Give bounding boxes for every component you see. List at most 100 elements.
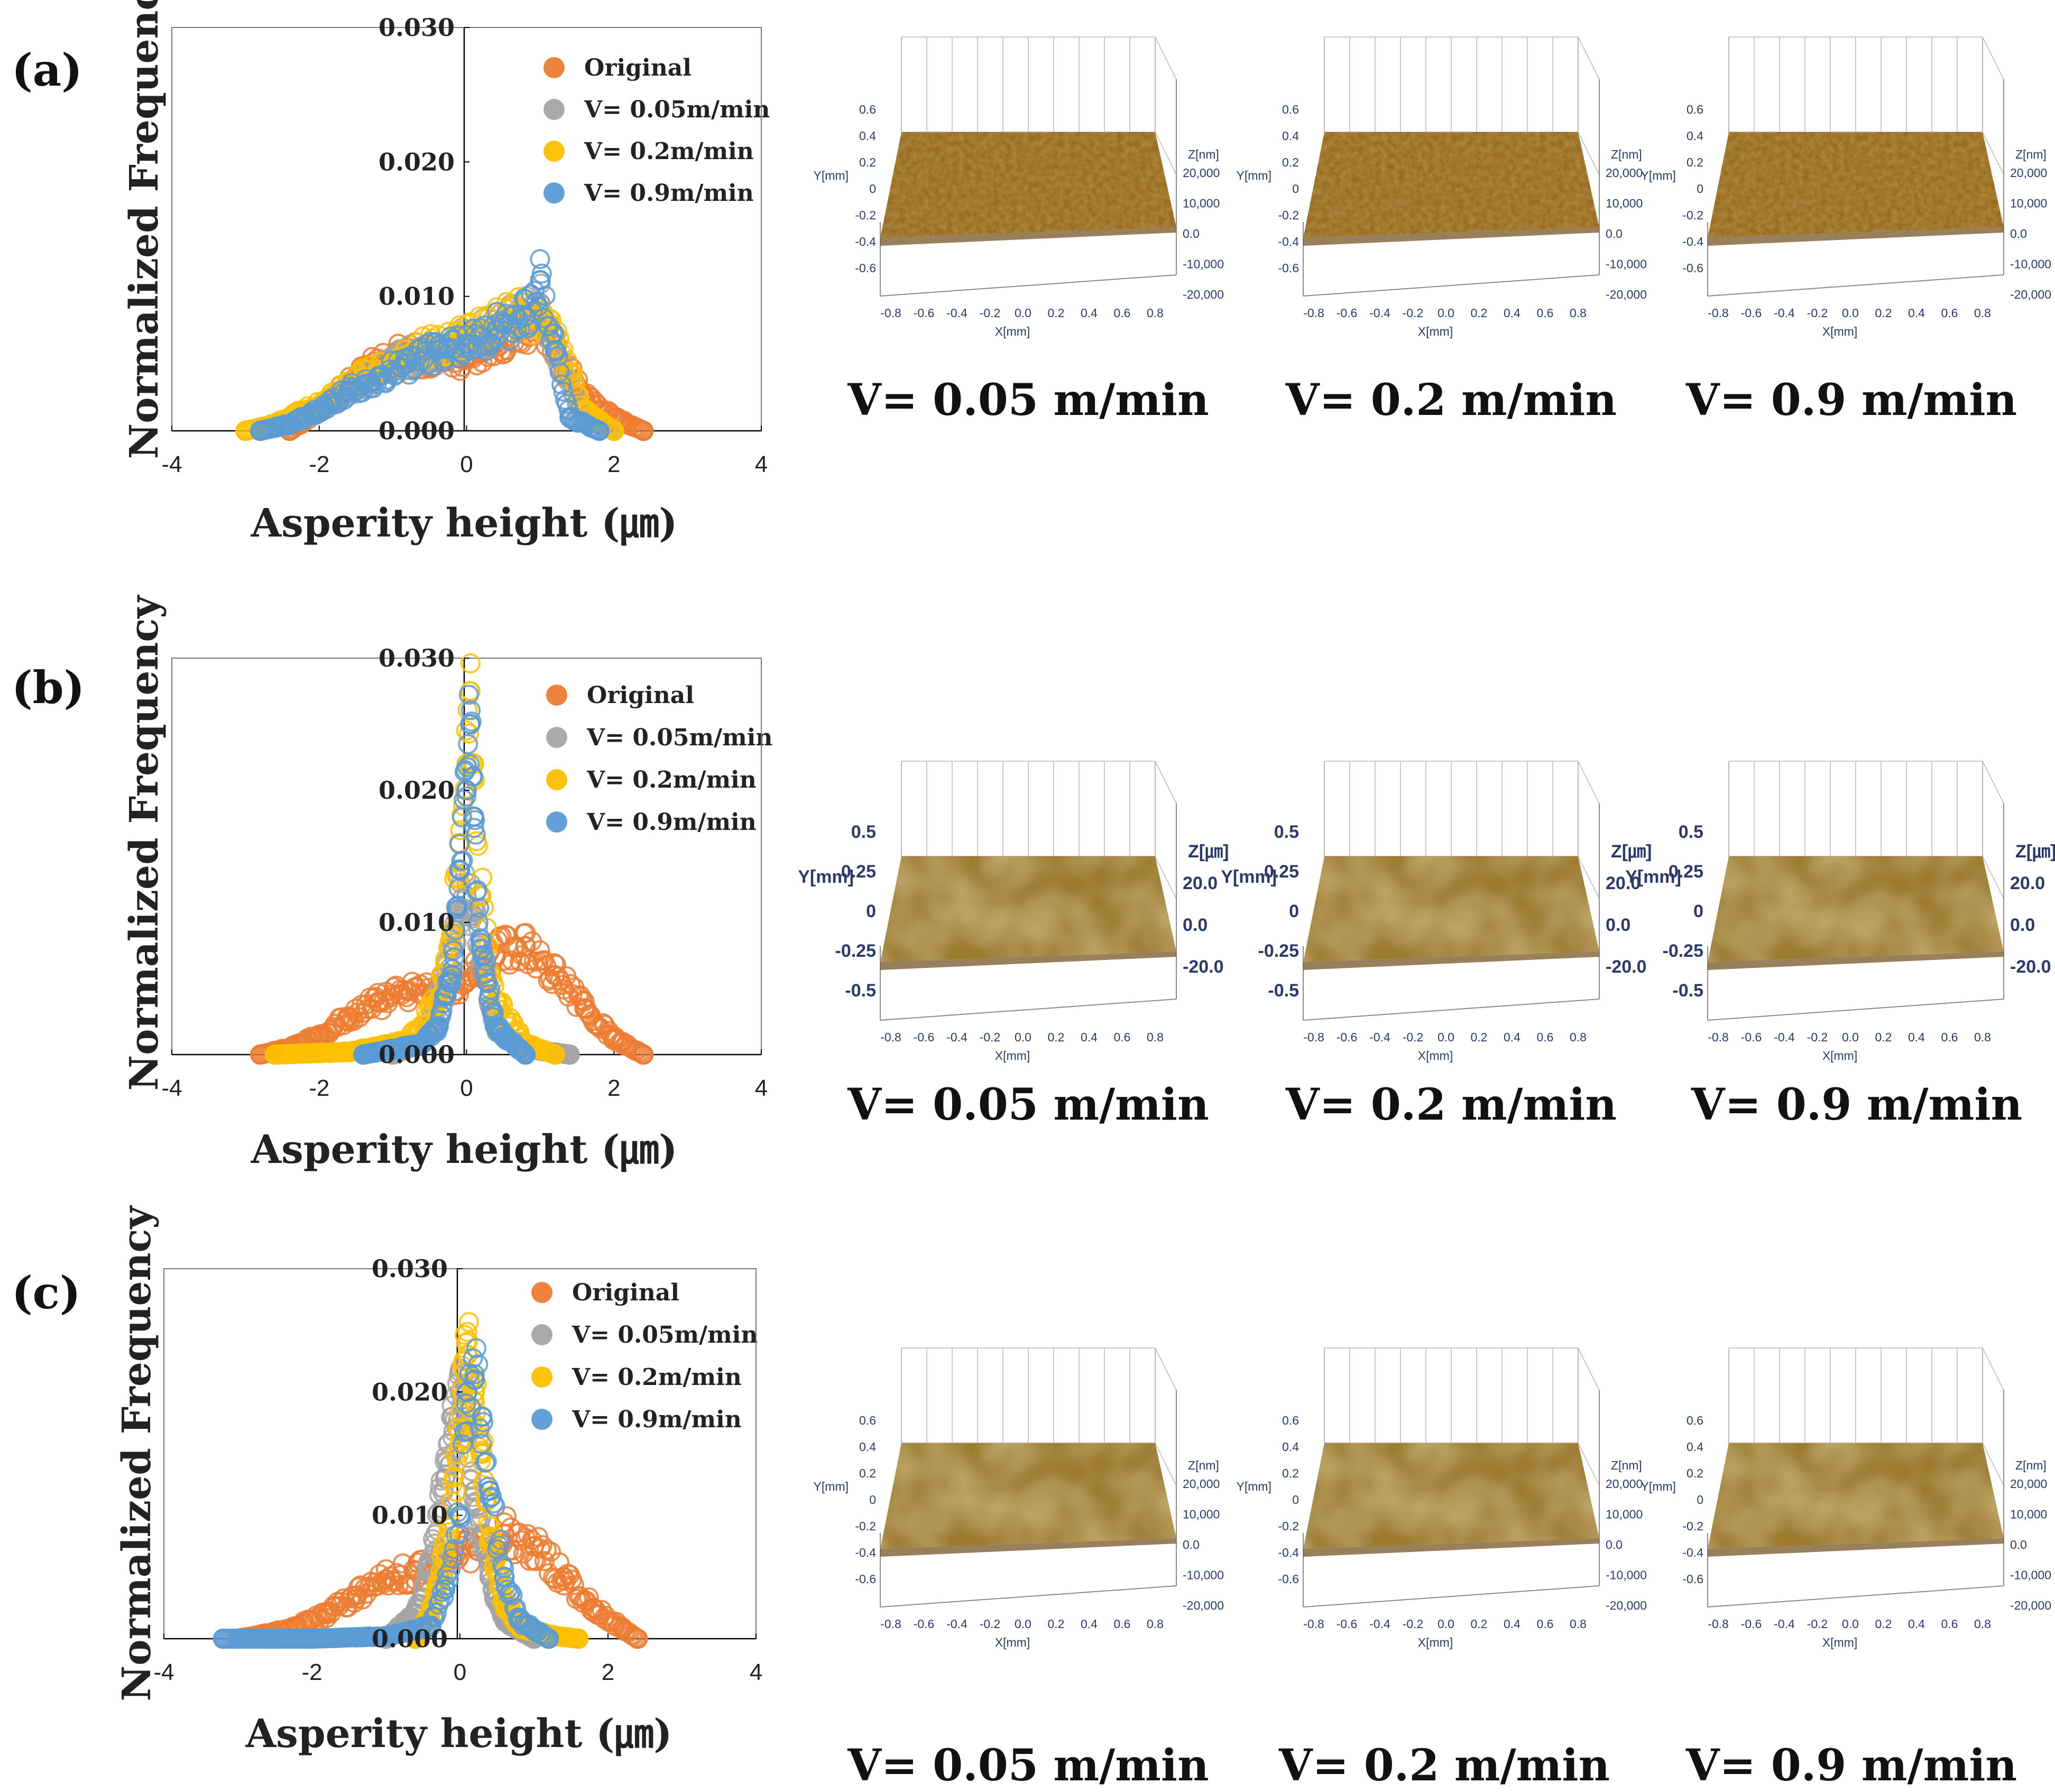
caption-a-3: V= 0.9 m/min	[1685, 375, 2017, 426]
chart-b-point-original	[538, 971, 558, 991]
surface-map-x-unit: X[mm]	[995, 325, 1030, 338]
chart-b-legend-v005: V= 0.05m/min	[586, 724, 772, 751]
chart-b-datapoint-v-0-9m-min	[427, 1018, 448, 1039]
chart-c-legend-marker-original	[531, 1282, 552, 1303]
chart-c-legend-v02: V= 0.2m/min	[572, 1364, 742, 1391]
chart-a-legend-v09: V= 0.9m/min	[584, 180, 754, 207]
surface-map-x-tick: -0.6	[1337, 306, 1358, 320]
chart-b-point-v-0-9m-min	[441, 972, 462, 993]
surface-map-axes: -0.8 -0.6 -0.4 -0.2 0.0 0.2 0.4 0.6 0.8 X[mm] 0.6 0…	[814, 1414, 1224, 1649]
chart-a-x-tick-label: -4	[161, 451, 182, 477]
chart-b-y-tick-label: 0.000	[379, 1040, 455, 1069]
chart-a-y-tick-label: 0.020	[379, 147, 455, 176]
chart-a-point-v-0-9m-min	[365, 371, 385, 391]
surface-map-x-tick: 0.8	[1570, 1617, 1587, 1631]
surface-map-a-3: -0.8 -0.6 -0.4 -0.2 0.0 0.2 0.4 0.6 0.8 X[mm] 0.6 0…	[1641, 36, 2051, 338]
chart-b-point-v-0-9m-min	[449, 834, 470, 854]
chart-c-point-v-0-9m-min	[442, 1548, 463, 1568]
panel-label-c: (c)	[12, 1267, 81, 1319]
surface-map-z-tick: -10,000	[1183, 1568, 1224, 1582]
chart-c-point-v-0-2m-min	[457, 1322, 477, 1342]
surface-map-box	[1707, 761, 2004, 1021]
surface-map-z-tick: 10,000	[1606, 197, 1643, 210]
chart-c-point-v-0-9m-min	[464, 1364, 485, 1384]
chart-c-point-v-0-9m-min	[434, 1587, 454, 1608]
surface-map-z-tick: -10,000	[2010, 1568, 2051, 1582]
surface-map-x-tick: -0.4	[1774, 1030, 1795, 1044]
surface-map-y-tick: 0.25	[1264, 862, 1299, 882]
chart-b-y-tick-label: 0.010	[379, 908, 455, 937]
chart-a-series-v-0-9m-min	[250, 249, 610, 441]
surface-map-x-tick: -0.4	[1369, 1617, 1390, 1631]
chart-c-point-v-0-9m-min	[439, 1569, 459, 1590]
chart-c-datapoint-original	[583, 1597, 604, 1618]
surface-map-z-tick: 20,000	[1606, 1477, 1643, 1491]
chart-a-datapoint-v-0-9m-min	[309, 400, 330, 421]
chart-a-y-tick-label: 0.000	[379, 417, 455, 445]
chart-c-legend-marker-v-0-2m-min	[531, 1366, 552, 1388]
surface-map-z-tick: -10,000	[1606, 257, 1647, 271]
surface-map-y-tick: 0.2	[1282, 1466, 1299, 1480]
chart-c-y-axis-title: Normalized Frequency	[114, 1205, 160, 1702]
surface-map-x-tick: -0.2	[1403, 1617, 1424, 1631]
surface-map-y-tick: 0	[1292, 1493, 1299, 1507]
surface-map-axes: -0.8 -0.6 -0.4 -0.2 0.0 0.2 0.4 0.6 0.8 X[mm] 0.5 0…	[1625, 822, 2055, 1063]
surface-map-x-tick: -0.4	[946, 1617, 967, 1631]
chart-b-datapoint-v-0-9m-min	[441, 965, 462, 986]
surface-map-x-tick: -0.4	[1369, 306, 1390, 320]
chart-a-datapoint-v-0-9m-min	[338, 380, 359, 401]
chart-a-legend-marker-v-0-05m-min	[543, 99, 565, 120]
surface-map-y-tick: -0.6	[1278, 1572, 1299, 1586]
surface-map-edge	[1708, 1538, 2004, 1557]
surface-map-x-tick: -0.4	[1369, 1030, 1390, 1044]
surface-map-x-tick: -0.2	[1807, 306, 1828, 320]
surface-map-edge	[1303, 1538, 1599, 1557]
surface-map-z-tick: 0.0	[1606, 915, 1630, 935]
chart-a-x-tick-label: -2	[309, 451, 329, 477]
surface-map-z-unit: Z[㎛]	[1611, 842, 1652, 862]
chart-b-point-original	[546, 955, 567, 975]
surface-map-z-unit: Z[nm]	[1611, 1458, 1642, 1472]
caption-c-2: V= 0.2 m/min	[1278, 1740, 1610, 1791]
surface-map-y-tick: -0.6	[1682, 261, 1703, 275]
surface-map-x-tick: 0.0	[1015, 306, 1031, 320]
surface-map-y-unit: Y[mm]	[1221, 867, 1277, 887]
chart-c-point-v-0-9m-min	[490, 1530, 511, 1550]
surface-map-x-unit: X[mm]	[1418, 325, 1453, 338]
chart-c-datapoint-v-0-9m-min	[509, 1610, 530, 1631]
caption-b-3: V= 0.9 m/min	[1691, 1079, 2022, 1130]
surface-map-z-tick: 20,000	[1183, 1477, 1220, 1491]
surface-map-z-tick: -20,000	[2010, 288, 2051, 301]
chart-a-y-tick-label: 0.010	[379, 282, 455, 311]
surface-map-y-unit: Y[mm]	[1641, 169, 1676, 182]
chart-a-x-tick-label: 4	[755, 451, 768, 477]
chart-b-point-v-0-9m-min	[476, 951, 496, 972]
surface-map-z-unit: Z[nm]	[2015, 147, 2047, 161]
chart-b-point-v-0-05m-min	[468, 918, 489, 938]
surface-map-y-tick: 0	[1289, 901, 1299, 921]
surface-map-y-tick: 0.6	[859, 103, 876, 116]
chart-b-legend-marker-v-0-2m-min	[546, 769, 567, 790]
chart-a-point-v-0-9m-min	[297, 407, 317, 427]
surface-map-a-1: -0.8 -0.6 -0.4 -0.2 0.0 0.2 0.4 0.6 0.8 X[mm] 0.6 0…	[814, 36, 1224, 338]
chart-b-y-axis-title: Normalized Frequency	[122, 595, 167, 1091]
chart-c-point-v-0-9m-min	[476, 1452, 497, 1472]
chart-a-point-v-0-9m-min	[530, 249, 550, 270]
chart-b-point-v-0-9m-min	[458, 685, 479, 705]
chart-c-legend-v005: V= 0.05m/min	[572, 1322, 758, 1348]
surface-map-y-unit: Y[mm]	[1237, 1480, 1271, 1493]
chart-a: Normalized Frequency Asperity height (㎛)…	[122, 0, 770, 546]
chart-a-point-v-0-9m-min	[433, 352, 454, 372]
chart-c-datapoint-v-0-9m-min	[464, 1369, 485, 1390]
surface-map-edge	[1708, 227, 2004, 246]
chart-b-datapoint-original	[633, 1044, 654, 1065]
surface-map-x-tick: 0.0	[1015, 1030, 1031, 1044]
surface-map-y-unit: Y[mm]	[1625, 867, 1681, 887]
surface-map-x-tick: 0.2	[1048, 1617, 1065, 1631]
chart-c-legend-original: Original	[572, 1279, 679, 1306]
surface-map-x-tick: -0.8	[1708, 306, 1729, 320]
surface-map-box	[1707, 36, 2004, 297]
surface-map-x-tick: 0.2	[1471, 306, 1488, 320]
panel-c: (c) Normalized Frequency Asperity height…	[12, 1205, 2051, 1791]
